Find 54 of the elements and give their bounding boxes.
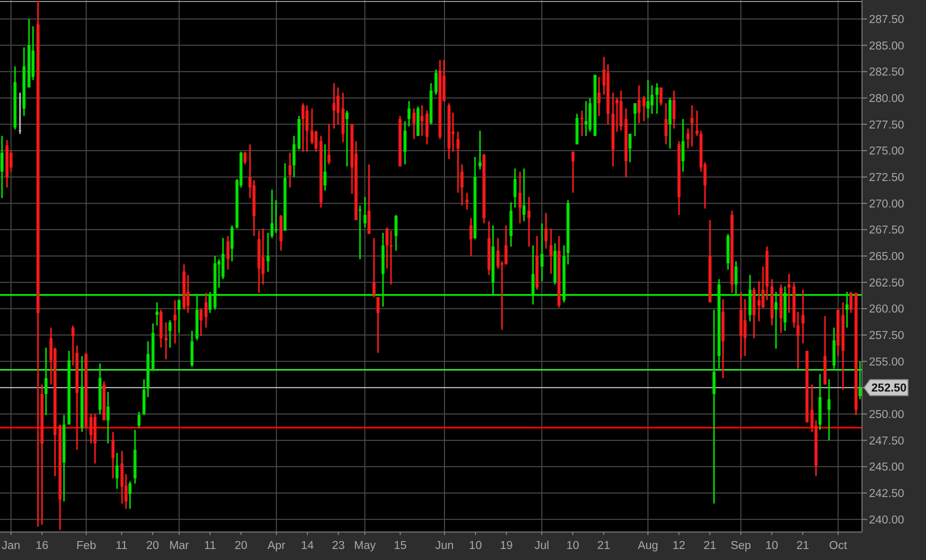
x-tick-label: 10 — [566, 540, 580, 552]
y-tick-label: 260.00 — [869, 304, 904, 316]
y-tick-label: 285.00 — [869, 40, 904, 52]
x-tick-label: 11 — [116, 540, 128, 552]
candlestick — [18, 92, 22, 134]
y-tick-label: 267.50 — [869, 224, 904, 237]
x-tick-label: 16 — [36, 540, 48, 552]
y-tick-label: 265.00 — [869, 251, 904, 264]
x-tick-label: May — [354, 540, 376, 552]
y-tick-label: 240.00 — [869, 514, 904, 526]
x-tick-label: Jun — [435, 540, 454, 552]
y-tick-label: 282.50 — [869, 66, 904, 79]
y-tick-label: 262.50 — [869, 277, 904, 290]
y-tick-label: 280.00 — [869, 92, 904, 105]
x-tick-label: 15 — [394, 540, 407, 552]
y-tick-label: 250.00 — [869, 409, 904, 422]
candlestick — [584, 101, 588, 136]
x-tick-label: 23 — [332, 540, 345, 552]
x-tick-label: Jul — [534, 540, 550, 552]
y-tick-label: 247.50 — [869, 435, 904, 448]
candlestick — [788, 274, 790, 313]
x-tick-label: Sep — [730, 540, 752, 552]
x-tick-label: 20 — [146, 540, 159, 552]
x-tick-label: 21 — [796, 540, 810, 552]
x-tick-label: 21 — [597, 540, 610, 552]
x-tick-label: Apr — [267, 540, 286, 552]
y-tick-label: 245.00 — [869, 462, 904, 474]
x-tick-label: 10 — [765, 540, 778, 552]
candlestick — [358, 205, 362, 260]
y-tick-label: 272.50 — [869, 172, 904, 184]
x-tick-label: 12 — [672, 540, 686, 552]
x-tick-label: Mar — [169, 540, 190, 552]
candlestick — [580, 110, 584, 136]
x-tick-label: 20 — [234, 540, 248, 552]
candlestick — [274, 200, 278, 233]
y-tick-label: 277.50 — [869, 119, 904, 132]
x-tick-label: 14 — [300, 540, 314, 552]
candlestick — [164, 322, 168, 360]
x-tick-label: Aug — [638, 540, 658, 552]
x-tick-label: 11 — [204, 540, 216, 552]
x-tick-label: 21 — [703, 540, 716, 552]
y-tick-label: 275.00 — [869, 146, 904, 158]
x-tick-label: Jan — [2, 540, 20, 552]
y-tick-label: 270.00 — [869, 198, 904, 210]
candlestick — [390, 230, 392, 284]
ref-line-label: 252.50 — [871, 382, 907, 395]
y-tick-label: 242.50 — [869, 488, 904, 500]
y-tick-label: 287.50 — [869, 14, 904, 26]
x-tick-label: 19 — [500, 540, 513, 552]
x-tick-label: Feb — [76, 540, 96, 552]
y-tick-label: 257.50 — [869, 330, 904, 342]
y-tick-label: 255.00 — [869, 356, 904, 368]
x-tick-label: 10 — [469, 540, 482, 552]
x-tick-label: Oct — [829, 540, 848, 552]
